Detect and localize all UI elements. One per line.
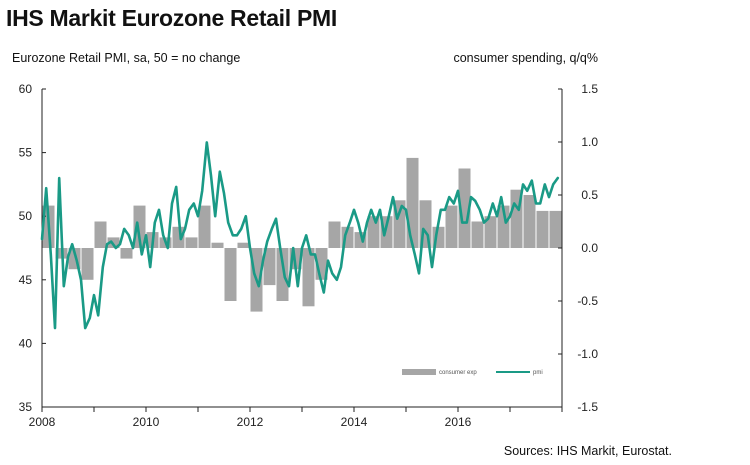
left-tick-label: 55 (19, 146, 33, 160)
bar (237, 242, 250, 248)
bar (263, 248, 276, 286)
x-tick-label: 2008 (29, 415, 56, 429)
x-tick-label: 2014 (341, 415, 368, 429)
bar (497, 205, 510, 248)
right-tick-label: -0.5 (577, 294, 598, 308)
left-tick-label: 60 (19, 82, 33, 96)
bar (549, 210, 562, 248)
right-tick-label: 0.5 (581, 188, 598, 202)
x-tick-label: 2012 (237, 415, 264, 429)
right-tick-label: 1.5 (581, 82, 598, 96)
bar (445, 205, 458, 248)
bar (536, 210, 549, 248)
bar (211, 242, 224, 248)
bar (185, 237, 198, 248)
bar (120, 248, 133, 259)
right-tick-label: -1.0 (577, 347, 598, 361)
left-tick-label: 45 (19, 273, 33, 287)
bar (81, 248, 94, 280)
legend-bar-label: consumer exp (439, 370, 477, 376)
bar (367, 216, 380, 248)
left-tick-label: 50 (19, 209, 33, 223)
bar (276, 248, 289, 301)
bar (458, 168, 471, 248)
bar (328, 221, 341, 248)
x-tick-label: 2016 (445, 415, 472, 429)
bar (94, 221, 107, 248)
right-tick-label: 0.0 (581, 241, 598, 255)
bar (523, 195, 536, 248)
left-tick-label: 40 (19, 336, 33, 350)
source-note: Sources: IHS Markit, Eurostat. (503, 444, 672, 458)
bar (302, 248, 315, 307)
right-axis-label: consumer spending, q/q% (453, 51, 598, 65)
chart-title: IHS Markit Eurozone Retail PMI (6, 5, 337, 31)
bar-series (42, 157, 562, 312)
x-tick-label: 2010 (133, 415, 160, 429)
tick-labels: 60 55 50 45 40 35 1.5 1.0 0.5 0.0 -0.5 -1.0 -1.5 2008… (19, 82, 599, 429)
left-tick-label: 35 (19, 400, 33, 414)
bar (198, 205, 211, 248)
axes (41, 88, 563, 412)
bar (471, 221, 484, 248)
legend-bar-swatch (402, 369, 436, 375)
pmi-line (40, 141, 560, 330)
line-series (40, 141, 560, 330)
legend-line-label: pmi (533, 370, 543, 376)
bar (224, 248, 237, 301)
bar (484, 216, 497, 248)
bar (133, 205, 146, 248)
right-tick-label: -1.5 (577, 400, 598, 414)
left-axis-label: Eurozone Retail PMI, sa, 50 = no change (12, 51, 241, 65)
legend: consumer exp pmi (402, 369, 543, 376)
bar (406, 157, 419, 248)
bar (172, 226, 185, 248)
right-tick-label: 1.0 (581, 135, 598, 149)
